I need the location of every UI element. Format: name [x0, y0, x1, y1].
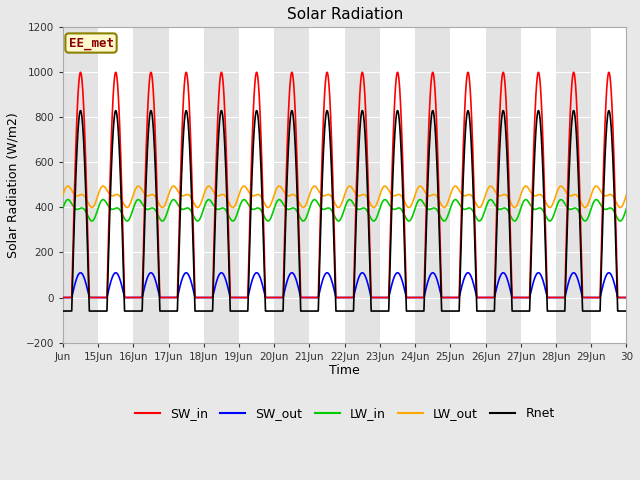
- Rnet: [59, 308, 67, 314]
- Rnet: [176, 223, 184, 228]
- SW_in: [176, 199, 184, 204]
- Bar: [415, 27, 451, 343]
- LW_out: [59, 192, 67, 198]
- SW_in: [77, 70, 84, 75]
- Rnet: [500, 108, 508, 114]
- SW_out: [176, 284, 184, 290]
- SW_in: [542, 231, 550, 237]
- Line: Rnet: Rnet: [63, 110, 627, 311]
- Bar: [204, 27, 239, 343]
- LW_in: [346, 197, 353, 203]
- SW_out: [542, 288, 550, 293]
- SW_out: [527, 288, 535, 294]
- Rnet: [527, 257, 535, 263]
- LW_in: [176, 204, 184, 210]
- Bar: [486, 27, 521, 343]
- Line: SW_in: SW_in: [63, 72, 627, 298]
- Bar: [133, 27, 168, 343]
- X-axis label: Time: Time: [330, 364, 360, 377]
- LW_out: [346, 183, 353, 189]
- LW_in: [527, 204, 535, 209]
- Rnet: [623, 308, 630, 314]
- SW_in: [623, 295, 630, 300]
- SW_out: [396, 272, 404, 278]
- SW_in: [366, 239, 374, 245]
- SW_in: [527, 237, 535, 243]
- Legend: SW_in, SW_out, LW_in, LW_out, Rnet: SW_in, SW_out, LW_in, LW_out, Rnet: [130, 402, 560, 425]
- Rnet: [542, 252, 550, 257]
- SW_in: [396, 90, 404, 96]
- Title: Solar Radiation: Solar Radiation: [287, 7, 403, 22]
- Rnet: [77, 108, 84, 113]
- Bar: [345, 27, 380, 343]
- SW_out: [77, 270, 84, 276]
- Rnet: [366, 259, 374, 264]
- LW_out: [229, 204, 237, 210]
- Rnet: [396, 126, 404, 132]
- LW_out: [396, 192, 404, 198]
- SW_out: [623, 295, 630, 300]
- Bar: [556, 27, 591, 343]
- LW_in: [59, 205, 67, 211]
- LW_in: [500, 205, 508, 211]
- LW_out: [366, 200, 374, 205]
- LW_in: [542, 213, 550, 218]
- Bar: [63, 27, 98, 343]
- Bar: [275, 27, 310, 343]
- Text: EE_met: EE_met: [68, 36, 113, 49]
- SW_out: [366, 288, 374, 294]
- LW_in: [229, 218, 237, 224]
- Line: LW_in: LW_in: [63, 200, 627, 221]
- Y-axis label: Solar Radiation (W/m2): Solar Radiation (W/m2): [7, 112, 20, 258]
- SW_out: [500, 270, 508, 276]
- LW_out: [542, 199, 550, 205]
- LW_out: [500, 192, 508, 197]
- LW_out: [176, 191, 184, 197]
- LW_in: [623, 205, 630, 211]
- Line: SW_out: SW_out: [63, 273, 627, 298]
- Line: LW_out: LW_out: [63, 186, 627, 207]
- SW_in: [59, 295, 67, 300]
- LW_out: [623, 192, 630, 198]
- LW_in: [366, 213, 374, 219]
- SW_out: [59, 295, 67, 300]
- LW_in: [396, 205, 404, 211]
- LW_out: [527, 190, 535, 196]
- SW_in: [500, 70, 508, 75]
